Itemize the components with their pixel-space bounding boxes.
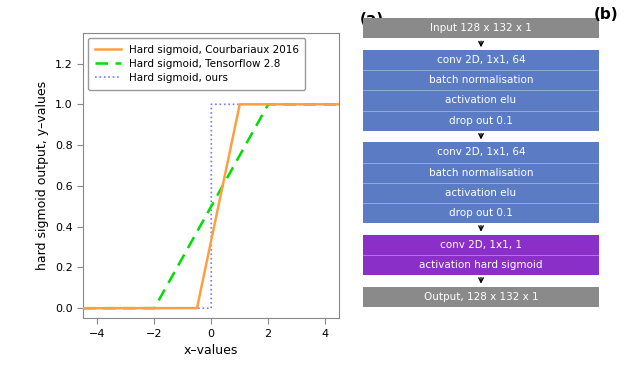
- Bar: [363, 50, 599, 131]
- Bar: [363, 142, 599, 223]
- Bar: [363, 18, 599, 38]
- Hard sigmoid, Tensorflow 2.8: [79, 306, 87, 310]
- Hard sigmoid, ours: [207, 102, 215, 107]
- Text: activation hard sigmoid: activation hard sigmoid: [419, 260, 543, 270]
- Text: (b): (b): [593, 7, 618, 22]
- Bar: [363, 287, 599, 307]
- Text: drop out 0.1: drop out 0.1: [449, 116, 513, 126]
- Hard sigmoid, ours: [218, 102, 226, 107]
- Hard sigmoid, Tensorflow 2.8: [269, 102, 277, 107]
- Hard sigmoid, ours: [97, 306, 104, 310]
- Hard sigmoid, ours: [269, 102, 277, 107]
- Hard sigmoid, ours: [79, 306, 87, 310]
- Hard sigmoid, Courbariaux 2016: [97, 306, 104, 310]
- Legend: Hard sigmoid, Courbariaux 2016, Hard sigmoid, Tensorflow 2.8, Hard sigmoid, ours: Hard sigmoid, Courbariaux 2016, Hard sig…: [88, 38, 305, 90]
- Text: batch normalisation: batch normalisation: [429, 168, 533, 178]
- Line: Hard sigmoid, Tensorflow 2.8: Hard sigmoid, Tensorflow 2.8: [83, 104, 339, 308]
- Hard sigmoid, Tensorflow 2.8: [141, 306, 148, 310]
- Text: conv 2D, 1x1, 1: conv 2D, 1x1, 1: [440, 240, 522, 250]
- Text: Output, 128 x 132 x 1: Output, 128 x 132 x 1: [424, 292, 538, 302]
- Text: batch normalisation: batch normalisation: [429, 75, 533, 85]
- Hard sigmoid, Tensorflow 2.8: [335, 102, 343, 107]
- Hard sigmoid, ours: [141, 306, 148, 310]
- Bar: [363, 235, 599, 275]
- Hard sigmoid, Tensorflow 2.8: [218, 184, 226, 189]
- Hard sigmoid, Courbariaux 2016: [79, 306, 87, 310]
- Hard sigmoid, ours: [177, 306, 185, 310]
- Hard sigmoid, Tensorflow 2.8: [234, 157, 241, 161]
- Hard sigmoid, Courbariaux 2016: [218, 186, 226, 190]
- Hard sigmoid, Courbariaux 2016: [236, 102, 243, 107]
- Y-axis label: hard sigmoid output, y–values: hard sigmoid output, y–values: [36, 81, 49, 270]
- X-axis label: x–values: x–values: [184, 344, 238, 357]
- Hard sigmoid, Tensorflow 2.8: [177, 258, 185, 262]
- Hard sigmoid, ours: [234, 102, 241, 107]
- Text: conv 2D, 1x1, 64: conv 2D, 1x1, 64: [436, 55, 525, 65]
- Line: Hard sigmoid, Courbariaux 2016: Hard sigmoid, Courbariaux 2016: [83, 104, 339, 308]
- Hard sigmoid, Courbariaux 2016: [335, 102, 343, 107]
- Line: Hard sigmoid, ours: Hard sigmoid, ours: [83, 104, 339, 308]
- Hard sigmoid, Courbariaux 2016: [234, 113, 241, 117]
- Hard sigmoid, Courbariaux 2016: [269, 102, 277, 107]
- Text: Input 128 x 132 x 1: Input 128 x 132 x 1: [430, 23, 532, 33]
- Text: conv 2D, 1x1, 64: conv 2D, 1x1, 64: [436, 147, 525, 157]
- Hard sigmoid, ours: [335, 102, 343, 107]
- Text: activation elu: activation elu: [445, 188, 516, 198]
- Hard sigmoid, Courbariaux 2016: [141, 306, 148, 310]
- Text: drop out 0.1: drop out 0.1: [449, 208, 513, 218]
- Text: activation elu: activation elu: [445, 96, 516, 105]
- Hard sigmoid, Tensorflow 2.8: [97, 306, 104, 310]
- Hard sigmoid, Tensorflow 2.8: [264, 102, 272, 107]
- Text: (a): (a): [360, 12, 384, 27]
- Hard sigmoid, Courbariaux 2016: [177, 306, 185, 310]
